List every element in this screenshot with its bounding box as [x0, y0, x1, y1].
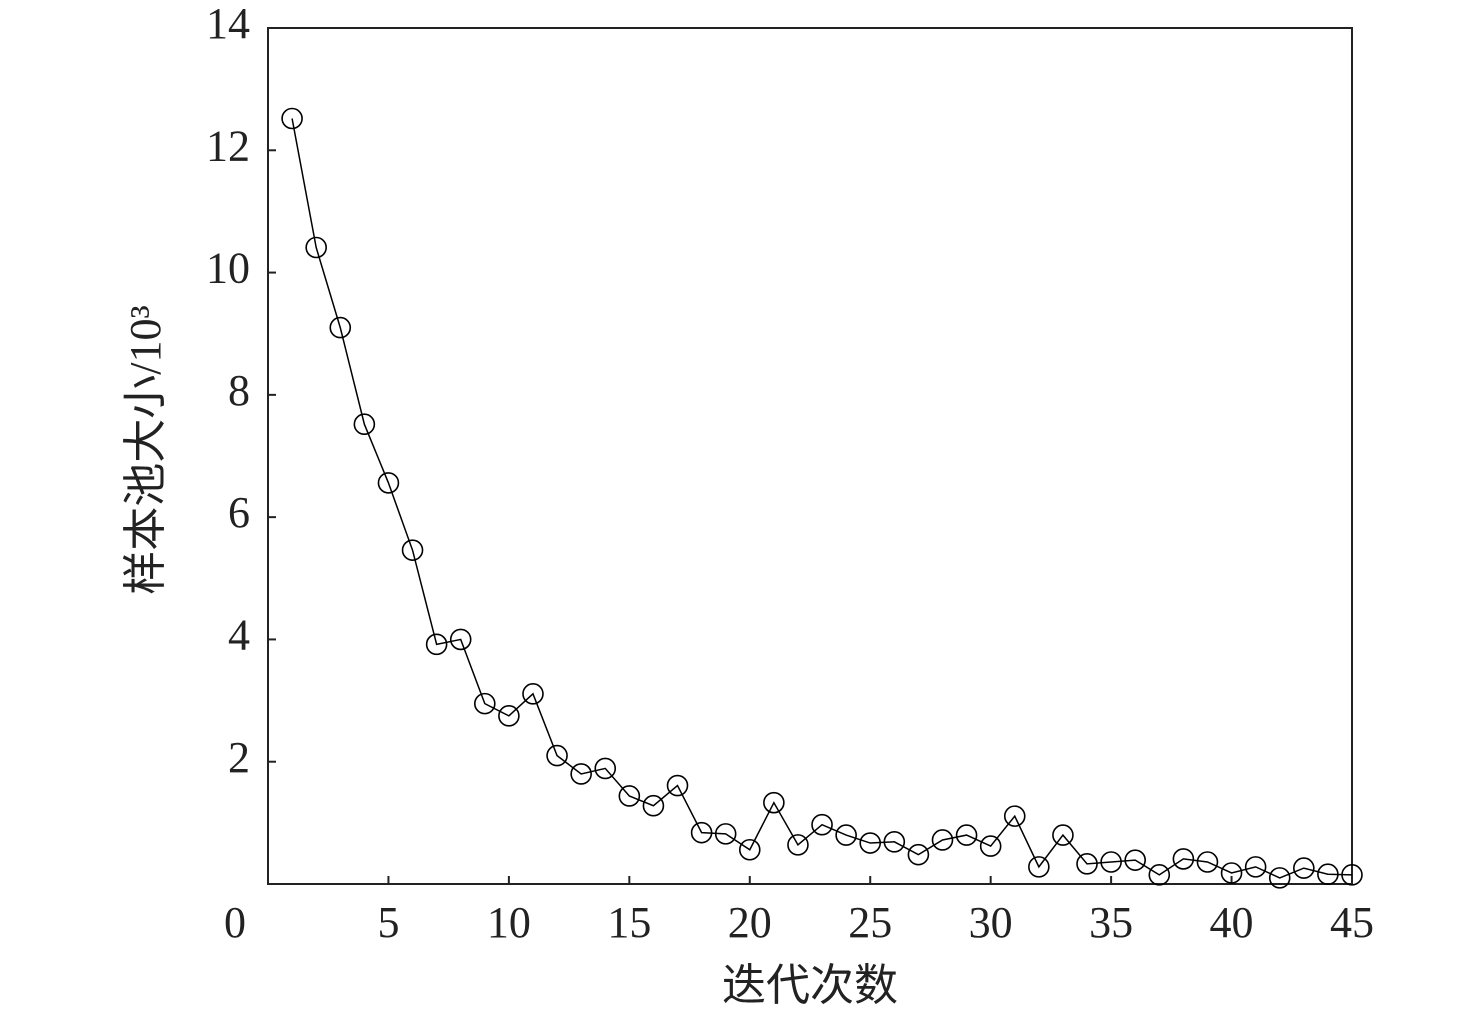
data-point [329, 316, 352, 339]
x-axis-label: 迭代次数 [722, 961, 898, 1010]
data-point [666, 774, 689, 797]
data-point [931, 829, 954, 851]
data-point [979, 835, 1002, 857]
data-point [1076, 853, 1098, 875]
data-point [1317, 863, 1339, 886]
data-point [1341, 864, 1363, 886]
data-point [642, 794, 665, 817]
data-point [1148, 864, 1171, 886]
y-tick-label: 4 [228, 611, 250, 660]
y-tick-label: 12 [206, 121, 250, 170]
data-point [859, 832, 882, 854]
y-tick-label: 6 [228, 488, 250, 537]
data-point [498, 705, 520, 727]
data-line [291, 118, 1353, 879]
data-point [883, 831, 906, 853]
data-point [1028, 856, 1050, 878]
data-point [473, 692, 496, 715]
data-point [305, 236, 327, 259]
data-point [714, 823, 737, 845]
x-tick-label: 45 [1330, 898, 1374, 947]
data-point [618, 785, 641, 807]
data-point [570, 763, 592, 785]
x-tick-label: 10 [487, 898, 531, 947]
data-point [1003, 805, 1026, 827]
data-point [1244, 856, 1267, 878]
plot-frame [267, 27, 1353, 885]
x-tick-label: 5 [377, 898, 399, 947]
data-point [763, 791, 785, 814]
data-point [522, 683, 544, 705]
data-point [594, 757, 617, 780]
y-tick-label: 2 [228, 733, 250, 782]
y-tick-label: 14 [206, 0, 250, 48]
data-point [1293, 857, 1315, 879]
data-point [449, 628, 472, 651]
y-tick-label: 8 [228, 366, 250, 415]
data-point [281, 107, 303, 130]
data-point [1124, 849, 1146, 871]
x-tick-label: 0 [224, 898, 246, 947]
x-tick-label: 15 [607, 898, 651, 947]
x-tick-label: 40 [1210, 898, 1254, 947]
data-point [425, 633, 448, 656]
y-axis-label: 样本池大小/10³ [121, 305, 170, 594]
data-point [955, 824, 978, 846]
x-tick-label: 35 [1089, 898, 1133, 947]
data-point [738, 838, 761, 861]
y-tick-label: 10 [206, 244, 250, 293]
data-point [401, 539, 424, 561]
data-point [907, 843, 930, 866]
data-point [690, 821, 713, 844]
data-point [377, 472, 400, 494]
data-point [835, 824, 857, 846]
data-point [1268, 867, 1291, 889]
x-tick-label: 25 [848, 898, 892, 947]
x-tick-label: 20 [728, 898, 772, 947]
data-point [1196, 851, 1219, 873]
data-point [1172, 848, 1195, 870]
data-point [1220, 862, 1243, 884]
data-point [811, 813, 833, 836]
data-point [787, 834, 809, 856]
x-tick-label: 30 [969, 898, 1013, 947]
data-point [546, 744, 568, 767]
data-point [1052, 824, 1074, 846]
data-point [1100, 851, 1122, 873]
data-point [353, 413, 376, 436]
